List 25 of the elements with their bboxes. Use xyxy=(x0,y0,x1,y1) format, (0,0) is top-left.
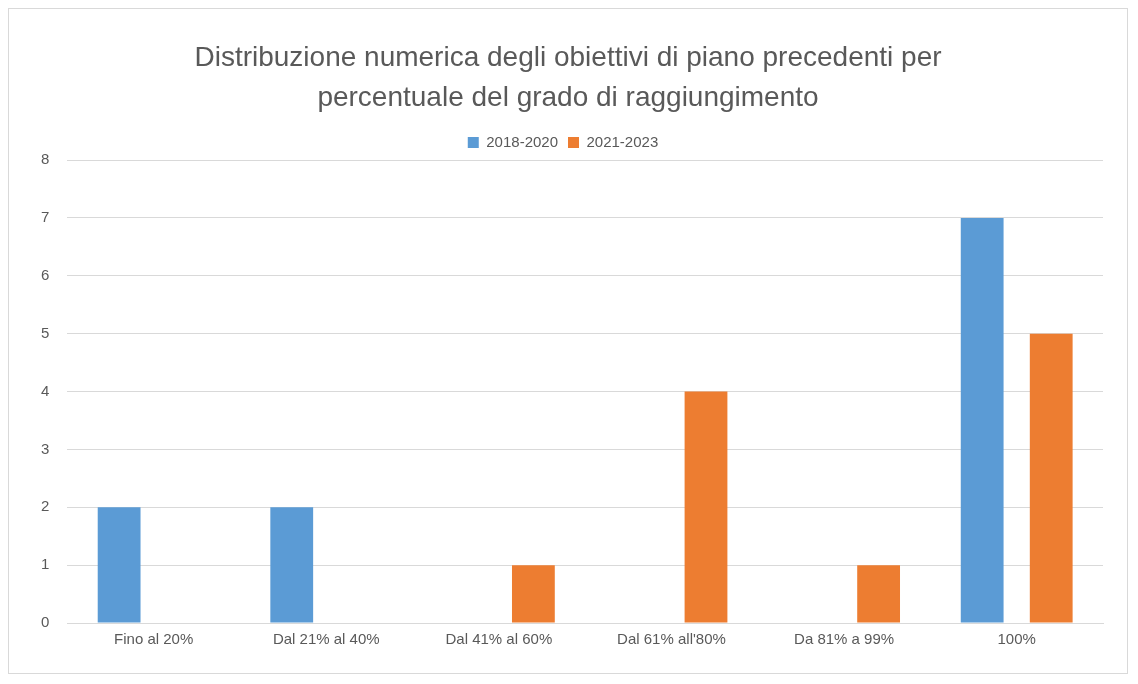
bar xyxy=(1029,333,1073,623)
x-tick-label: 100% xyxy=(997,630,1036,648)
bar xyxy=(684,391,728,623)
bar xyxy=(511,565,555,623)
y-tick-label: 0 xyxy=(41,613,50,631)
y-tick-label: 6 xyxy=(41,265,50,283)
x-tick-label: Da 81% a 99% xyxy=(794,630,895,648)
y-tick-label: 5 xyxy=(41,323,50,341)
y-tick-label: 4 xyxy=(41,381,50,399)
y-tick-label: 7 xyxy=(41,208,50,226)
y-tick-label: 8 xyxy=(41,150,50,168)
y-tick-label: 3 xyxy=(41,439,50,457)
bar xyxy=(960,217,1004,623)
legend-label: 2021-2023 xyxy=(586,132,659,150)
y-tick-label: 1 xyxy=(41,555,50,573)
y-tick-label: 2 xyxy=(41,497,50,515)
bar xyxy=(270,507,314,623)
x-tick-label: Dal 61% all'80% xyxy=(617,630,726,648)
legend-label: 2018-2020 xyxy=(486,132,558,150)
x-tick-label: Dal 41% al 60% xyxy=(445,630,553,648)
bar xyxy=(857,565,901,623)
chart-title: Distribuzione numerica degli obiettivi di piano precedenti per percentuale del grado di raggiungimento xyxy=(193,40,943,114)
bar xyxy=(97,507,141,623)
x-tick-label: Dal 21% al 40% xyxy=(272,630,380,648)
x-tick-label: Fino al 20% xyxy=(114,630,194,648)
